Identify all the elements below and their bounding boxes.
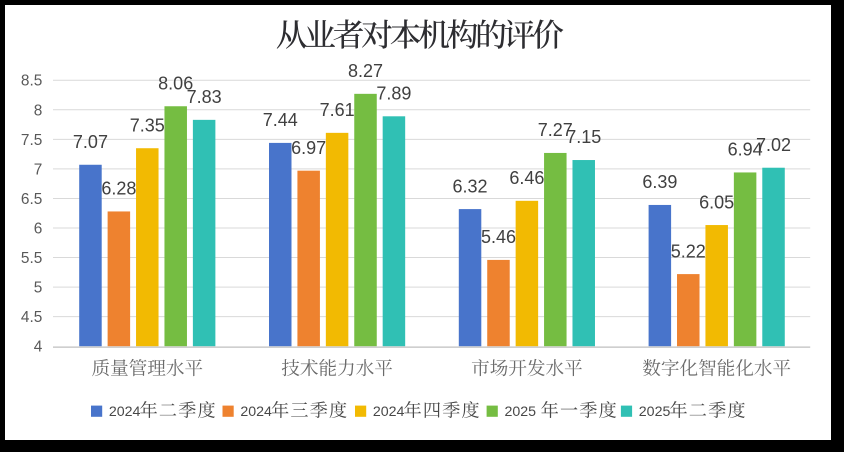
- svg-text:2024: 2024: [240, 404, 272, 420]
- svg-text:8.5: 8.5: [21, 73, 42, 90]
- svg-text:7.83: 7.83: [187, 87, 222, 107]
- svg-text:6.46: 6.46: [509, 168, 544, 188]
- svg-text:6.97: 6.97: [291, 138, 326, 158]
- svg-text:6.39: 6.39: [642, 172, 677, 192]
- svg-text:6.94: 6.94: [728, 140, 763, 160]
- svg-text:2024: 2024: [109, 404, 141, 420]
- svg-text:7.35: 7.35: [130, 115, 165, 135]
- svg-text:8.27: 8.27: [348, 61, 383, 81]
- svg-text:7.07: 7.07: [73, 132, 108, 152]
- svg-text:6.05: 6.05: [699, 192, 734, 212]
- svg-text:7.61: 7.61: [320, 100, 355, 120]
- svg-text:7.27: 7.27: [538, 120, 573, 140]
- svg-text:4.5: 4.5: [21, 309, 42, 326]
- svg-text:6.32: 6.32: [453, 176, 488, 196]
- svg-text:7.5: 7.5: [21, 132, 42, 149]
- svg-text:5.46: 5.46: [481, 227, 516, 247]
- svg-text:6.5: 6.5: [21, 191, 42, 208]
- svg-text:7: 7: [34, 161, 43, 178]
- svg-text:8: 8: [34, 102, 43, 119]
- svg-text:7.02: 7.02: [756, 135, 791, 155]
- svg-text:5: 5: [34, 280, 43, 297]
- svg-text:2024: 2024: [373, 404, 405, 420]
- svg-text:6: 6: [34, 220, 43, 237]
- svg-text:5.22: 5.22: [671, 241, 706, 261]
- svg-text:7.89: 7.89: [376, 84, 411, 104]
- svg-text:2025: 2025: [505, 404, 537, 420]
- svg-text:4: 4: [34, 339, 43, 356]
- svg-text:8.06: 8.06: [158, 73, 193, 93]
- svg-text:7.15: 7.15: [566, 127, 601, 147]
- svg-text:5.5: 5.5: [21, 250, 42, 267]
- svg-text:6.28: 6.28: [101, 179, 136, 199]
- svg-text:2025: 2025: [639, 404, 671, 420]
- svg-text:7.44: 7.44: [263, 110, 298, 130]
